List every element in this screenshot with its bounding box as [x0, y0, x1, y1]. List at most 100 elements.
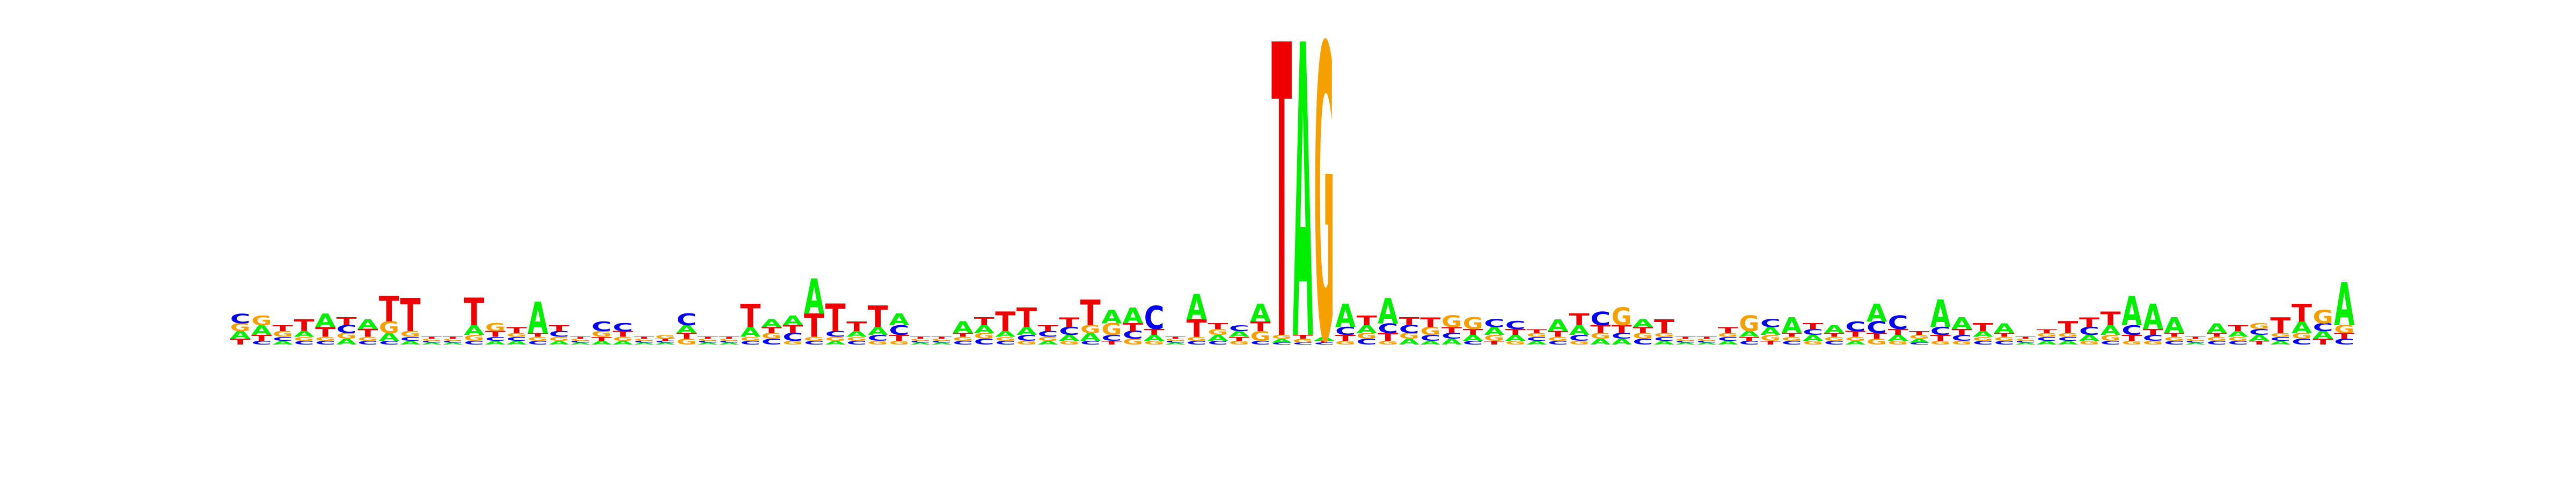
logo-column: ACGT — [2058, 318, 2079, 346]
letter-c: C — [1845, 318, 1865, 334]
logo-column: GTCA — [1335, 297, 1356, 346]
letter-a: A — [1123, 303, 1143, 328]
letter-a: A — [357, 317, 378, 333]
letter-g: G — [1739, 312, 1759, 336]
letter-t: T — [507, 325, 527, 335]
logo-column: GACT — [2079, 315, 2100, 346]
logo-column: AGCT — [336, 315, 357, 346]
letter-g: G — [251, 312, 272, 328]
logo-column: ACGT — [2015, 336, 2036, 346]
logo-column: GTCA — [1378, 291, 1399, 346]
letter-c: C — [1760, 318, 1781, 330]
logo-column: CAGT — [1080, 294, 1101, 346]
letter-t: T — [698, 336, 718, 340]
letter-t: T — [421, 336, 442, 340]
letter-t: T — [379, 290, 399, 330]
letter-t: T — [932, 336, 952, 340]
letter-t: T — [1357, 313, 1378, 328]
logo-column: CGAT — [846, 319, 867, 346]
letter-g: G — [1314, 0, 1334, 432]
logo-column: ACGT — [1696, 336, 1717, 346]
letter-t: T — [1569, 310, 1590, 330]
letter-g: G — [485, 321, 506, 334]
logo-column: TGAC — [1760, 318, 1781, 346]
logo-column: AGTC — [1590, 308, 1611, 346]
logo-column: ACGT — [2037, 328, 2058, 346]
letter-t: T — [634, 336, 654, 340]
logo-column: CTAG — [1314, 0, 1335, 432]
letter-a: A — [1867, 299, 1887, 328]
logo-column: ACGT — [698, 336, 718, 346]
logo-column: ACTG — [655, 334, 676, 345]
letter-t: T — [2185, 336, 2206, 340]
letter-t: T — [1803, 321, 1823, 331]
letter-t: T — [1208, 321, 1228, 331]
letter-a: A — [1101, 306, 1122, 328]
logo-stacks: TAGCCTAGACGTCGATCGTAAGCTCGTACAGTACGTACGT… — [230, 0, 2355, 432]
letter-t: T — [549, 324, 569, 333]
letter-t: T — [1420, 315, 1441, 331]
logo-column: CGTA — [357, 317, 378, 346]
logo-column: AGTC — [1845, 318, 1866, 346]
letter-a: A — [953, 318, 974, 336]
letter-g: G — [1441, 313, 1462, 332]
logo-column: CTAG — [251, 312, 272, 346]
logo-column: CGAT — [2228, 324, 2248, 346]
logo-column: CGTA — [1633, 317, 1653, 347]
letter-a: A — [315, 310, 335, 332]
letter-t: T — [2058, 318, 2079, 337]
letter-a: A — [1633, 317, 1653, 330]
logo-column: GATC — [1144, 300, 1165, 346]
letter-a: A — [1951, 314, 1972, 333]
logo-column: ACGT — [634, 336, 654, 346]
logo-column: CAGT — [1208, 321, 1228, 346]
letter-c: C — [613, 321, 633, 334]
letter-a: A — [528, 293, 548, 343]
letter-a: A — [1930, 293, 1951, 336]
logo-column: CGTA — [1548, 316, 1569, 346]
logo-column: CAGT — [1271, 0, 1292, 430]
logo-column: ACGT — [719, 336, 740, 346]
letter-a: A — [762, 317, 782, 330]
logo-column: GTCA — [2121, 288, 2142, 346]
letter-a: A — [1293, 0, 1313, 430]
letter-g: G — [2249, 322, 2270, 331]
logo-column: ACGT — [1420, 315, 1441, 346]
letter-g: G — [1612, 303, 1632, 331]
logo-column: GACT — [1059, 315, 1080, 346]
letter-c: C — [1505, 319, 1526, 332]
letter-t: T — [570, 336, 590, 340]
letter-t: T — [974, 315, 995, 327]
letter-t: T — [995, 306, 1015, 338]
letter-a: A — [1250, 299, 1271, 328]
letter-t: T — [910, 336, 931, 340]
letter-t: T — [1526, 328, 1547, 334]
letter-t: T — [740, 297, 760, 335]
letter-t: T — [2228, 324, 2248, 333]
logo-column: GTAC — [676, 310, 697, 347]
letter-t: T — [2270, 313, 2290, 338]
letter-a: A — [1548, 316, 1569, 335]
letter-c: C — [1888, 312, 1908, 334]
letter-g: G — [655, 334, 676, 340]
logo-column: AGTC — [613, 321, 634, 346]
logo-column: ACTG — [1441, 313, 1462, 347]
logo-column: ACGT — [932, 336, 952, 346]
letter-t: T — [1059, 315, 1080, 331]
letter-c: C — [1144, 300, 1165, 338]
letter-t: T — [1973, 321, 1994, 333]
